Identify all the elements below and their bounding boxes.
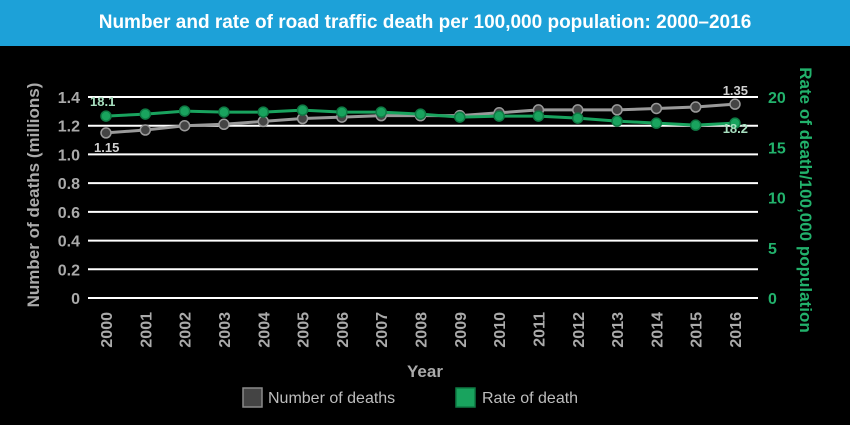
rate-series-point xyxy=(218,106,230,118)
rate-series-point xyxy=(689,119,702,131)
deaths-series-point xyxy=(611,104,623,116)
y-left-tick-label: 0.4 xyxy=(58,234,80,251)
x-tick-label: 2002 xyxy=(178,312,195,348)
chart-title: Number and rate of road traffic death pe… xyxy=(98,12,752,33)
x-tick-label: 2005 xyxy=(296,312,313,348)
x-tick-label: 2012 xyxy=(571,312,588,348)
rate-series-point xyxy=(257,106,269,118)
deaths-series-point xyxy=(257,115,269,128)
rate-series-point xyxy=(532,110,545,122)
x-tick-label: 2009 xyxy=(453,312,470,348)
rate-series-point xyxy=(336,106,348,118)
x-tick-label: 2016 xyxy=(728,312,745,348)
rate-series-point xyxy=(100,110,112,122)
rate-series-point xyxy=(414,108,427,120)
y-left-tick-label: 0.8 xyxy=(58,176,80,193)
x-axis-title: Year xyxy=(407,362,443,381)
y-right-tick-label: 5 xyxy=(768,241,777,258)
rate-series-point xyxy=(375,106,387,118)
y-left-tick-label: 0 xyxy=(71,291,80,308)
data-label: 1.15 xyxy=(94,140,119,155)
deaths-series-point xyxy=(100,127,112,139)
x-tick-label: 2008 xyxy=(414,312,431,348)
rate-series-point xyxy=(493,110,505,122)
data-label: 18.2 xyxy=(723,121,748,136)
deaths-series-point xyxy=(689,101,702,113)
rate-series-point xyxy=(178,105,191,117)
rate-series-point xyxy=(611,115,623,127)
y-left-axis-title: Number of deaths (millions) xyxy=(24,83,43,308)
data-label: 1.35 xyxy=(723,83,748,98)
y-right-axis-title: Rate of death/100,000 population xyxy=(796,67,815,332)
x-tick-label: 2004 xyxy=(256,312,273,348)
legend-swatch-deaths xyxy=(242,387,263,408)
deaths-series-point xyxy=(650,102,663,115)
legend-label-deaths: Number of deaths xyxy=(268,390,395,407)
legend-swatch-rate xyxy=(455,387,476,408)
x-tick-label: 2007 xyxy=(374,312,391,348)
deaths-series-point xyxy=(218,118,230,131)
y-left-tick-label: 1.0 xyxy=(58,147,80,164)
y-left-tick-label: 1.4 xyxy=(58,90,80,107)
title-bar: Number and rate of road traffic death pe… xyxy=(0,0,850,46)
x-tick-label: 2001 xyxy=(138,312,155,348)
y-left-tick-label: 0.6 xyxy=(58,205,80,222)
x-tick-label: 2000 xyxy=(99,312,116,348)
y-left-tick-label: 1.2 xyxy=(58,119,80,136)
x-tick-label: 2006 xyxy=(335,312,352,348)
deaths-series-point xyxy=(178,119,191,132)
rate-series-point xyxy=(139,108,152,120)
x-tick-label: 2015 xyxy=(689,312,706,348)
y-right-tick-label: 10 xyxy=(768,191,786,208)
y-right-tick-label: 20 xyxy=(768,90,786,107)
rate-series-point xyxy=(454,111,466,123)
x-tick-label: 2003 xyxy=(217,312,234,348)
deaths-series-point xyxy=(139,124,152,136)
rate-series-point xyxy=(572,112,584,124)
y-right-tick-label: 0 xyxy=(768,291,777,308)
deaths-series-point xyxy=(729,98,741,110)
x-tick-label: 2014 xyxy=(649,312,666,348)
x-tick-label: 2011 xyxy=(531,312,548,347)
rate-series-point xyxy=(296,104,309,116)
x-tick-label: 2010 xyxy=(492,312,509,348)
y-right-tick-label: 15 xyxy=(768,140,786,157)
x-tick-label: 2013 xyxy=(610,312,627,348)
legend-label-rate: Rate of death xyxy=(482,390,578,407)
y-left-tick-label: 0.2 xyxy=(58,262,80,279)
data-label: 18.1 xyxy=(90,94,115,109)
rate-series-point xyxy=(650,117,663,129)
rate-series-point xyxy=(729,117,741,129)
